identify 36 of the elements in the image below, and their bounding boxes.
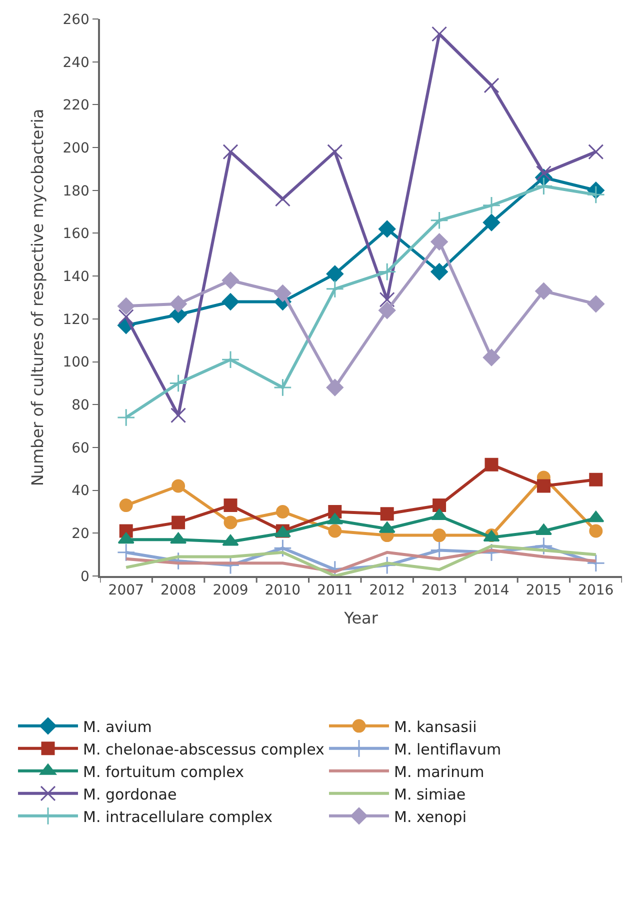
legend-label: M. simiae <box>394 785 466 804</box>
legend-label: M. chelonae-abscessus complex <box>83 740 325 758</box>
x-tick-label: 2008 <box>160 582 196 599</box>
legend-label: M. fortuitum complex <box>83 762 244 781</box>
y-tick-label: 220 <box>62 98 90 114</box>
legend-label: M. xenopi <box>394 808 466 826</box>
x-tick-label: 2007 <box>108 582 144 599</box>
legend-label: M. kansasii <box>394 718 477 736</box>
y-axis-title: Number of cultures of respective mycobacteria <box>28 108 48 486</box>
x-axis-title: Year <box>343 608 378 628</box>
y-tick-label: 160 <box>62 226 90 242</box>
legend-label: M. marinum <box>394 762 484 781</box>
legend-label: M. avium <box>83 718 152 736</box>
y-tick-label: 180 <box>62 183 90 200</box>
x-tick-label: 2012 <box>369 582 405 599</box>
y-tick-label: 60 <box>72 440 90 456</box>
y-tick-label: 20 <box>72 526 90 542</box>
legend-label: M. gordonae <box>83 785 177 804</box>
x-tick-label: 2015 <box>526 582 562 599</box>
y-tick-label: 80 <box>72 398 90 414</box>
y-tick-label: 120 <box>62 312 90 328</box>
y-tick-label: 140 <box>62 268 90 285</box>
y-tick-label: 260 <box>62 12 90 28</box>
y-tick-label: 100 <box>62 354 90 371</box>
y-tick-label: 200 <box>62 140 90 156</box>
x-tick-label: 2016 <box>578 582 614 599</box>
y-tick-label: 240 <box>62 54 90 71</box>
y-tick-label: 40 <box>72 483 90 500</box>
x-tick-label: 2013 <box>421 582 458 599</box>
x-tick-label: 2010 <box>264 582 301 599</box>
x-tick-label: 2011 <box>317 582 353 599</box>
x-tick-label: 2009 <box>212 582 248 599</box>
x-tick-label: 2014 <box>474 582 510 599</box>
legend-label: M. intracellulare complex <box>83 808 273 826</box>
legend-label: M. lentiflavum <box>394 740 502 758</box>
y-tick-label: 0 <box>80 568 90 585</box>
